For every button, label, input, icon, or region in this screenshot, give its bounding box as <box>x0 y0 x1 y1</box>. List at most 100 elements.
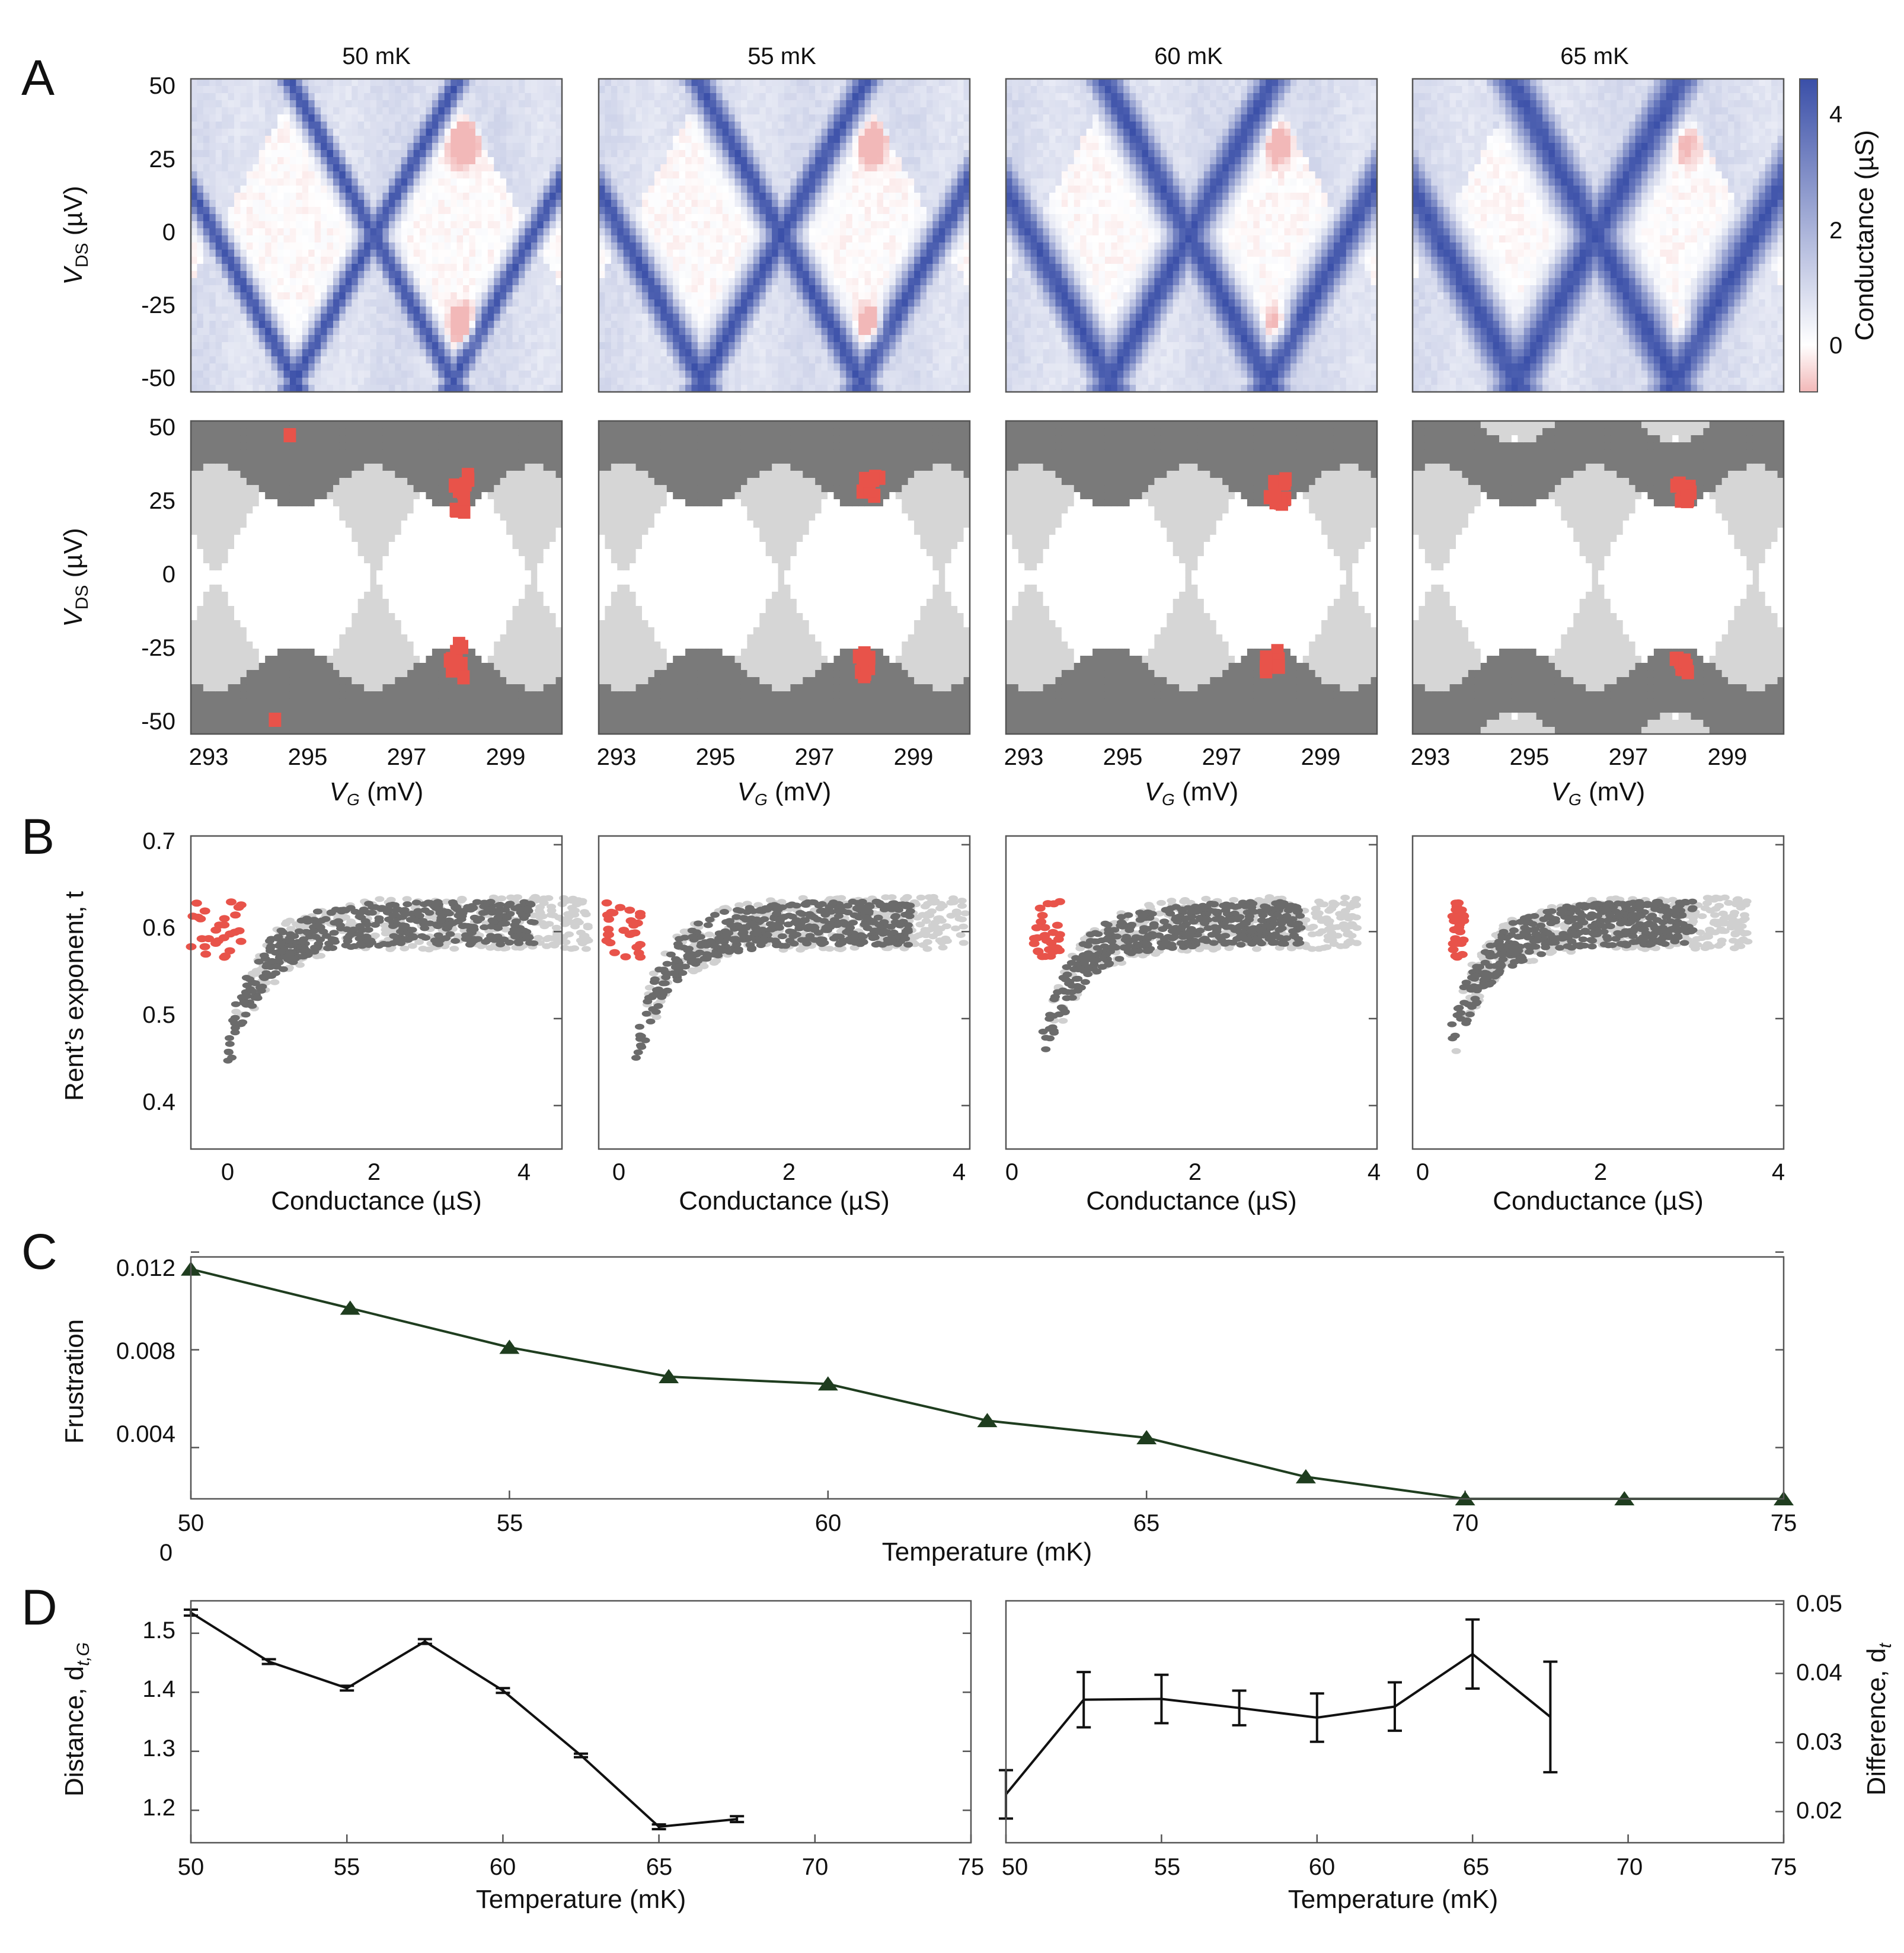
heatmap-cell <box>284 321 290 328</box>
heatmap-cell <box>315 150 321 158</box>
heatmap-cell <box>228 193 235 200</box>
heatmap-cell <box>203 335 210 343</box>
heatmap-cell <box>333 228 340 236</box>
heatmap-cell <box>265 335 271 343</box>
heatmap-cell <box>203 235 210 243</box>
heatmap-cell <box>333 178 340 186</box>
heatmap-cell <box>253 79 259 87</box>
heatmap-cell <box>240 129 247 136</box>
heatmap-cell <box>327 378 334 385</box>
heatmap-cell <box>290 178 296 186</box>
heatmap-cell <box>259 321 266 328</box>
heatmap-cell <box>321 171 327 179</box>
heatmap-cell <box>358 129 365 136</box>
heatmap-cell <box>191 186 197 193</box>
heatmap-cell <box>209 307 216 314</box>
heatmap-cell <box>358 107 365 115</box>
heatmap-cell <box>284 371 290 378</box>
heatmap-cell <box>321 107 327 115</box>
heatmap-cell <box>253 285 259 293</box>
heatmap-cell <box>284 157 290 165</box>
heatmap-cell <box>240 285 247 293</box>
heatmap-cell <box>234 292 241 300</box>
heatmap-cell <box>240 193 247 200</box>
heatmap-cell <box>222 321 228 328</box>
heatmap-cell <box>277 107 284 115</box>
heatmap-cell <box>333 264 340 272</box>
heatmap-cell <box>333 157 340 165</box>
heatmap-cell <box>259 371 266 378</box>
heatmap-cell <box>284 79 290 87</box>
heatmap-cell <box>228 378 235 385</box>
heatmap-cell <box>296 122 302 129</box>
heatmap-cell <box>277 356 284 364</box>
heatmap-cell <box>358 150 365 158</box>
heatmap-cell <box>277 136 284 143</box>
heatmap-cell <box>277 178 284 186</box>
heatmap-cell <box>271 321 278 328</box>
heatmap-cell <box>327 264 334 272</box>
heatmap-cell <box>209 250 216 257</box>
heatmap-cell <box>339 307 346 314</box>
heatmap-cell <box>346 335 352 343</box>
heatmap-cell <box>222 349 228 357</box>
heatmap-cell <box>277 242 284 250</box>
heatmap-cell <box>277 157 284 165</box>
heatmap-cell <box>346 378 352 385</box>
heatmap-cell <box>327 107 334 115</box>
heatmap-cell <box>253 178 259 186</box>
heatmap-cell <box>234 228 241 236</box>
heatmap-cell <box>302 299 309 307</box>
heatmap-cell <box>284 307 290 314</box>
heatmap-cell <box>209 221 216 229</box>
heatmap-cell <box>197 178 203 186</box>
heatmap-cell <box>265 122 271 129</box>
heatmap-cell <box>253 335 259 343</box>
heatmap-cell <box>253 363 259 371</box>
heatmap-cell <box>346 228 352 236</box>
heatmap-cell <box>284 93 290 101</box>
heatmap-cell <box>247 285 253 293</box>
heatmap-cell <box>271 257 278 264</box>
heatmap-cell <box>302 143 309 151</box>
heatmap-cell <box>346 257 352 264</box>
heatmap-cell <box>228 207 235 215</box>
heatmap-cell <box>271 157 278 165</box>
heatmap-cell <box>333 86 340 94</box>
heatmap-cell <box>277 250 284 257</box>
heatmap-cell <box>296 235 302 243</box>
heatmap-cell <box>222 356 228 364</box>
heatmap-cell <box>265 278 271 286</box>
heatmap-cell <box>228 307 235 314</box>
heatmap-cell <box>339 285 346 293</box>
heatmap-cell <box>240 363 247 371</box>
heatmap-cell <box>277 129 284 136</box>
heatmap-cell <box>209 207 216 215</box>
heatmap-cell <box>290 257 296 264</box>
heatmap-cell <box>321 314 327 321</box>
heatmap-cell <box>321 93 327 101</box>
heatmap-cell <box>216 378 222 385</box>
heatmap-cell <box>277 299 284 307</box>
heatmap-cell <box>247 328 253 336</box>
heatmap-cell <box>308 264 315 272</box>
heatmap-cell <box>333 129 340 136</box>
heatmap-cell <box>308 178 315 186</box>
heatmap-cell <box>321 349 327 357</box>
heatmap-cell <box>209 278 216 286</box>
heatmap-cell <box>284 228 290 236</box>
heatmap-cell <box>315 371 321 378</box>
heatmap-cell <box>333 299 340 307</box>
heatmap-cell <box>265 178 271 186</box>
heatmap-cell <box>321 193 327 200</box>
heatmap-cell <box>191 150 197 158</box>
heatmap-cell <box>352 193 358 200</box>
heatmap-cell <box>197 299 203 307</box>
heatmap-cell <box>290 214 296 222</box>
heatmap-cell <box>346 143 352 151</box>
heatmap-cell <box>315 93 321 101</box>
heatmap-cell <box>277 193 284 200</box>
heatmap-cell <box>265 157 271 165</box>
heatmap-cell <box>315 264 321 272</box>
heatmap-cell <box>296 221 302 229</box>
